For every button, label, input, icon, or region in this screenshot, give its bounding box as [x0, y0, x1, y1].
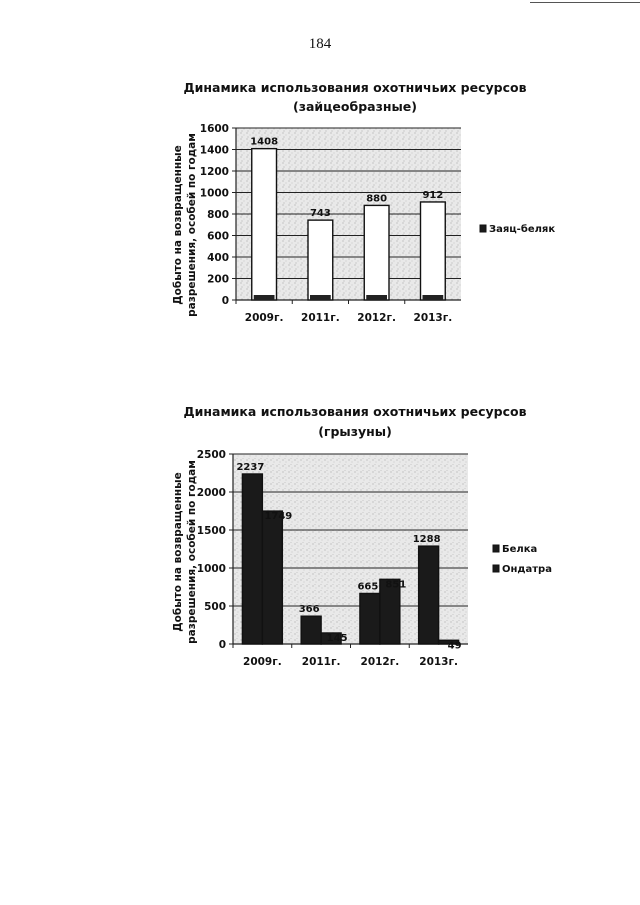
y-axis-label-line-2: разрешения, особей по годам: [186, 133, 198, 317]
y-tick-label: 600: [207, 231, 229, 243]
y-tick-label: 1000: [200, 188, 229, 200]
y-axis-label-line-2: разрешения, особей по годам: [186, 460, 198, 644]
chart-title-line-2: (зайцеобразные): [293, 99, 417, 114]
y-axis-label-line-1: Добыто на возвращенные: [172, 145, 184, 304]
x-category-label: 2011г.: [302, 656, 341, 668]
y-tick-label: 1200: [200, 166, 229, 178]
y-tick-label: 800: [207, 209, 229, 221]
data-label: 1288: [413, 534, 441, 545]
bar: [359, 592, 381, 645]
bar: [379, 578, 401, 645]
y-tick-label: 1600: [200, 123, 229, 135]
bar: [320, 632, 342, 645]
data-label: 665: [357, 581, 378, 592]
x-category-label: 2011г.: [301, 312, 340, 324]
bar: [261, 510, 284, 645]
x-category-label: 2012г.: [357, 312, 396, 324]
chart-title-line-1: Динамика использования охотничьих ресурс…: [183, 80, 526, 95]
legend-label: Ондатра: [502, 564, 552, 575]
bar-base: [422, 295, 444, 300]
legend-label: Заяц-беляк: [489, 223, 555, 235]
bar-base: [310, 295, 331, 300]
chart-title-line-2: (грызуны): [318, 424, 392, 439]
chart-title-line-1: Динамика использования охотничьих ресурс…: [183, 404, 526, 419]
chart-hares-svg: Динамика использования охотничьих ресурс…: [172, 80, 555, 324]
legend-label: Белка: [502, 544, 537, 555]
data-label: 912: [422, 190, 443, 201]
legend-swatch: [492, 544, 500, 553]
data-label: 880: [366, 193, 387, 204]
bar: [437, 639, 460, 645]
bar-base: [366, 295, 387, 300]
y-axis-label-line-1: Добыто на возвращенные: [172, 472, 184, 631]
top-rule: [530, 2, 640, 3]
legend-swatch: [492, 564, 500, 573]
x-category-label: 2013г.: [419, 656, 458, 668]
data-label: 145: [327, 633, 348, 644]
bar: [419, 201, 446, 301]
y-tick-label: 2500: [197, 449, 226, 461]
data-label: 49: [448, 640, 462, 651]
y-tick-label: 2000: [197, 487, 226, 499]
bar: [363, 204, 390, 301]
data-label: 366: [299, 604, 320, 615]
x-category-label: 2009г.: [243, 656, 282, 668]
data-label: 2237: [236, 462, 264, 473]
y-tick-label: 400: [207, 252, 229, 264]
bar: [300, 615, 322, 645]
bar: [241, 473, 264, 645]
x-category-label: 2013г.: [414, 312, 453, 324]
chart-rodents-svg: Динамика использования охотничьих ресурс…: [172, 404, 552, 668]
legend-swatch: [479, 224, 487, 233]
y-tick-label: 0: [222, 295, 229, 307]
y-tick-label: 1500: [197, 525, 226, 537]
data-label: 1749: [264, 511, 292, 522]
y-tick-label: 500: [204, 601, 226, 613]
data-label: 1408: [250, 137, 278, 148]
chart-rodents: Динамика использования охотничьих ресурс…: [0, 380, 640, 720]
y-tick-label: 1000: [197, 563, 226, 575]
chart-hares: Динамика использования охотничьих ресурс…: [0, 0, 640, 380]
bar-base: [253, 295, 275, 300]
y-tick-label: 200: [207, 274, 229, 286]
data-label: 851: [385, 579, 406, 590]
y-tick-label: 1400: [200, 145, 229, 157]
page-number: 184: [308, 36, 332, 52]
x-category-label: 2012г.: [361, 656, 400, 668]
data-label: 743: [310, 208, 331, 219]
bar: [251, 147, 278, 301]
bar: [307, 219, 334, 301]
bar: [417, 545, 440, 645]
x-category-label: 2009г.: [245, 312, 284, 324]
y-tick-label: 0: [219, 639, 226, 651]
